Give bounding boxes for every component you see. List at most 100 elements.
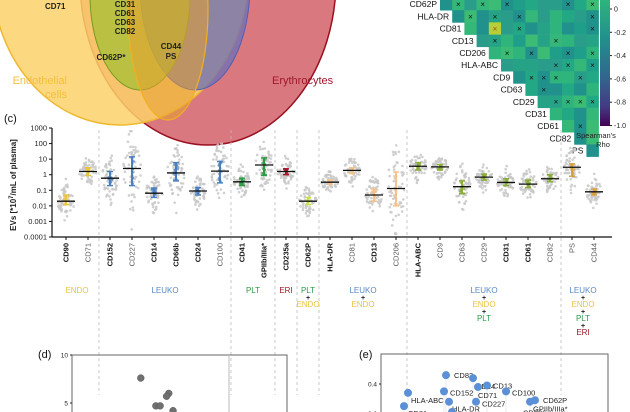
data-point [376,181,380,185]
data-point [368,200,372,203]
plot-frame [71,354,288,412]
data-point [550,182,553,186]
data-point [268,174,272,177]
data-point [239,163,243,166]
data-point [268,178,271,181]
significance-mark: × [590,49,595,58]
data-point [420,166,424,170]
heatmap-cell [501,34,514,48]
data-point [528,170,532,174]
point-label: CD62P [543,396,567,405]
data-point [259,184,262,188]
data-point [307,187,311,191]
data-point [545,170,549,174]
group-label: ERI [576,328,589,337]
venn-label-endothelial: Endothelial [13,75,67,87]
data-point [63,190,66,194]
heatmap-cell [586,71,599,84]
data-point [238,186,242,190]
plot-frame [380,353,609,412]
data-point [389,203,393,206]
colorbar-tick-label: -1.0 [614,123,626,130]
data-point [321,184,325,188]
heatmap-cell [586,132,599,145]
data-point [111,193,115,196]
data-point [136,186,140,190]
data-point [355,172,359,176]
data-point [91,160,94,163]
data-point [87,178,90,182]
data-point [348,157,351,161]
heatmap-row-label: HLA-DR [418,11,450,21]
heatmap-cell [562,22,575,35]
data-point [388,174,391,178]
significance-mark: × [517,12,522,21]
heatmap-cell [549,46,563,60]
data-point [63,218,66,222]
heatmap-cell [476,34,490,48]
data-point [210,176,214,179]
data-point [330,185,333,189]
data-point [132,148,135,152]
data-point [474,382,482,391]
data-point [569,177,573,181]
data-point [83,164,86,167]
data-point [325,175,328,179]
data-point [387,168,391,172]
x-tick-label: CD14 [150,242,159,262]
data-point [599,185,602,188]
venn-marker: CD44 [161,42,182,51]
data-point [299,194,303,198]
data-point [548,186,552,189]
heatmap-row-label: CD31 [525,109,547,119]
data-point [283,181,287,184]
data-point [157,201,160,205]
data-point [524,189,527,192]
significance-mark: × [590,25,595,34]
data-point [430,166,433,170]
data-point [500,176,504,179]
heatmap-cell [574,46,587,60]
significance-mark: × [590,12,595,21]
data-point [366,197,369,201]
data-point [139,163,142,166]
data-point [377,198,381,202]
heatmap-cell [513,71,526,84]
data-point [194,180,197,184]
data-point [573,156,576,159]
group-label: ENDO [296,300,319,309]
data-point [307,192,311,196]
data-point [376,200,380,204]
data-point [479,181,483,185]
significance-mark: × [590,61,595,70]
heatmap-cell [574,120,587,133]
heatmap-cell [586,34,599,48]
data-point [105,166,108,169]
significance-mark: × [578,98,583,107]
data-point [134,165,137,169]
data-point [113,182,117,186]
y-tick-label: 1 [43,170,47,179]
significance-mark: × [566,49,571,58]
data-point [78,172,81,176]
data-point [483,381,491,390]
data-point [457,194,461,197]
x-tick-label: CD81 [348,243,357,262]
data-point [531,179,535,182]
data-point [132,153,136,157]
data-point [80,174,84,177]
data-point [568,157,571,160]
beeswarm-chart: 1000 100 10 1 0.1 0.01 0.001 0.0001 EVs [*107/m… [9,124,612,395]
data-point [124,181,127,184]
data-point [568,146,572,150]
data-point [200,187,204,190]
data-point [212,164,216,168]
data-point [520,177,524,181]
data-point [432,170,436,174]
data-point [356,163,360,167]
data-point [434,161,437,165]
data-point [223,154,227,157]
data-point [263,182,266,185]
data-point [465,191,469,195]
data-point [397,185,401,188]
